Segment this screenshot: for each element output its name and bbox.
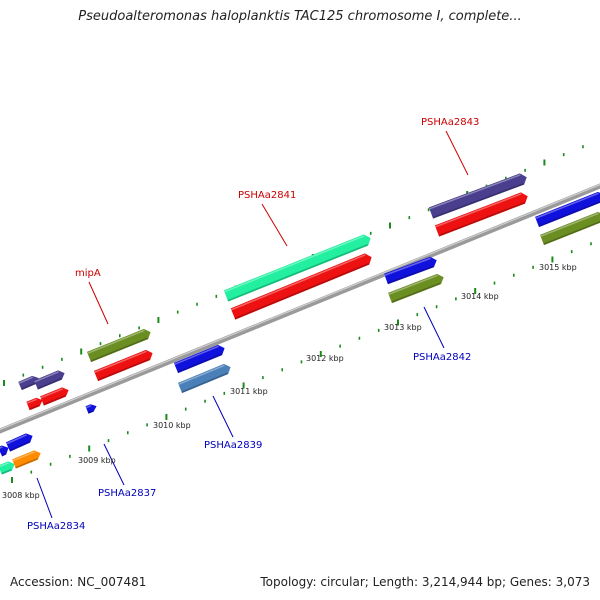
label-pointers bbox=[36, 130, 469, 519]
gene-feature-blue[interactable] bbox=[0, 445, 9, 457]
pointer-PSHAa2837 bbox=[103, 443, 125, 486]
gene-label-PSHAa2839[interactable]: PSHAa2839 bbox=[204, 440, 262, 451]
pointer-PSHAa2841 bbox=[261, 203, 288, 247]
pointer-PSHAa2839 bbox=[212, 395, 234, 438]
scale-label-3014: 3014 kbp bbox=[461, 292, 499, 301]
bottom-tick-track bbox=[11, 242, 592, 483]
gene-feature-orange[interactable] bbox=[12, 450, 41, 469]
gene-feature-blue[interactable] bbox=[384, 256, 437, 285]
genome-summary-text: Topology: circular; Length: 3,214,944 bp… bbox=[260, 575, 590, 589]
scale-label-3010: 3010 kbp bbox=[153, 421, 191, 430]
scale-label-3012: 3012 kbp bbox=[306, 354, 344, 363]
scale-label-3015: 3015 kbp bbox=[539, 263, 577, 272]
pointer-PSHAa2843 bbox=[445, 130, 469, 176]
gene-feature-red[interactable] bbox=[26, 397, 43, 411]
gene-features bbox=[0, 173, 600, 475]
gene-feature-purple[interactable] bbox=[34, 370, 65, 390]
map-title: Pseudoalteromonas haloplanktis TAC125 ch… bbox=[78, 9, 522, 24]
pointer-PSHAa2842 bbox=[423, 306, 445, 349]
gene-label-PSHAa2842[interactable]: PSHAa2842 bbox=[413, 352, 471, 363]
gene-label-PSHAa2834[interactable]: PSHAa2834 bbox=[27, 521, 85, 532]
gene-feature-blue[interactable] bbox=[5, 433, 33, 452]
scale-label-3009: 3009 kbp bbox=[78, 456, 116, 465]
gene-feature-PSHAa2842[interactable] bbox=[388, 273, 444, 304]
scale-label-3008: 3008 kbp bbox=[2, 491, 40, 500]
gene-feature-PSHAa2841[interactable] bbox=[223, 234, 371, 302]
gene-feature-mipA[interactable] bbox=[86, 328, 151, 363]
gene-feature-blue[interactable] bbox=[173, 344, 225, 374]
gene-feature-PSHAa2839[interactable] bbox=[177, 363, 231, 394]
gene-feature-green[interactable] bbox=[540, 211, 600, 246]
gene-feature-PSHAa2834[interactable] bbox=[0, 461, 15, 475]
gene-label-PSHAa2841[interactable]: PSHAa2841 bbox=[238, 190, 296, 201]
gene-label-PSHAa2837[interactable]: PSHAa2837 bbox=[98, 488, 156, 499]
gene-feature-blue[interactable] bbox=[535, 191, 600, 228]
chromosome-backbone bbox=[0, 183, 600, 434]
pointer-mipA bbox=[88, 281, 109, 325]
gene-feature-PSHAa2843[interactable] bbox=[428, 173, 527, 219]
gene-feature-red[interactable] bbox=[93, 349, 153, 382]
scale-label-3011: 3011 kbp bbox=[230, 387, 268, 396]
scale-label-3013: 3013 kbp bbox=[384, 323, 422, 332]
gene-feature-PSHAa2837[interactable] bbox=[85, 404, 97, 414]
gene-feature-red[interactable] bbox=[434, 192, 528, 237]
gene-label-mipA[interactable]: mipA bbox=[75, 268, 101, 279]
backbone-highlight bbox=[0, 183, 600, 431]
gene-feature-purple[interactable] bbox=[18, 375, 39, 391]
gene-feature-red[interactable] bbox=[230, 253, 372, 320]
gene-label-PSHAa2843[interactable]: PSHAa2843 bbox=[421, 117, 479, 128]
accession-text: Accession: NC_007481 bbox=[10, 575, 147, 589]
gene-feature-red[interactable] bbox=[40, 387, 69, 406]
pointer-PSHAa2834 bbox=[36, 477, 53, 519]
